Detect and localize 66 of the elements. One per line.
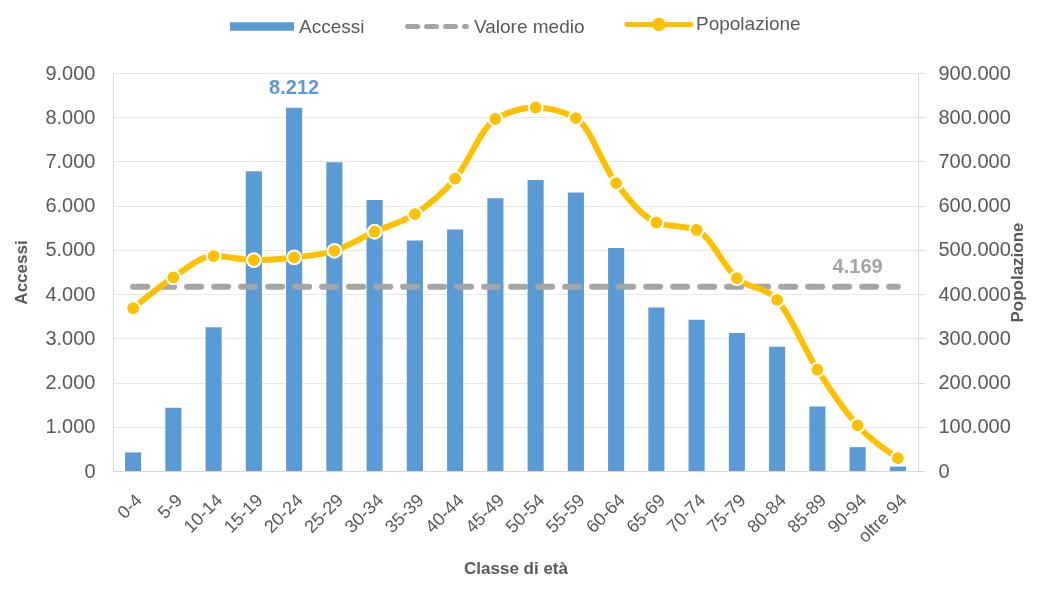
bar	[125, 452, 142, 471]
y-tick-label: 7.000	[45, 149, 96, 172]
y2-tick-label: 300.000	[938, 326, 1011, 349]
point	[809, 361, 826, 378]
y-tick-label: 4.000	[45, 282, 96, 305]
point	[406, 206, 423, 222]
point	[728, 270, 745, 287]
y-tick-label: 9.000	[45, 61, 96, 84]
point	[165, 269, 182, 286]
bar	[688, 319, 705, 471]
legend-label: Popolazione	[696, 13, 801, 35]
y2-tick-label: 900.000	[938, 61, 1011, 84]
y-axis-title: Accessi	[12, 240, 32, 305]
bar	[648, 307, 665, 471]
x-axis-title: Classe di età	[464, 558, 569, 578]
bar	[165, 407, 182, 471]
data-label: 4.169	[832, 254, 883, 277]
bar	[245, 171, 262, 471]
point	[326, 242, 343, 259]
y2-tick-label: 700.000	[938, 149, 1011, 172]
bar	[527, 180, 544, 471]
y-tick-label: 2.000	[45, 371, 96, 394]
y-tick-label: 6.000	[45, 194, 96, 217]
bar	[809, 406, 826, 471]
point	[245, 252, 262, 268]
point	[205, 248, 222, 264]
point	[608, 175, 625, 191]
bar	[406, 240, 423, 471]
point	[648, 214, 665, 231]
bar	[205, 327, 222, 471]
bar	[366, 199, 383, 471]
point	[286, 249, 303, 266]
y-tick-label: 5.000	[45, 238, 96, 261]
y2-tick-label: 100.000	[938, 415, 1011, 438]
point	[688, 222, 705, 238]
legend-label: Valore medio	[474, 15, 585, 37]
y2-tick-label: 500.000	[938, 238, 1011, 261]
bar	[728, 333, 745, 471]
y-tick-label: 0	[84, 459, 96, 482]
x-tick-label: 0-4	[113, 490, 146, 523]
data-label: 8.212	[269, 75, 320, 98]
bar	[608, 248, 625, 471]
bar	[849, 447, 866, 471]
y2-tick-label: 0	[938, 459, 950, 482]
bar	[447, 229, 464, 471]
y-tick-label: 3.000	[45, 326, 96, 349]
y2-tick-label: 600.000	[938, 194, 1011, 217]
y2-tick-label: 200.000	[938, 371, 1011, 394]
point	[849, 417, 866, 434]
point	[447, 170, 464, 187]
point	[527, 99, 544, 116]
bar	[769, 346, 786, 471]
bar	[889, 466, 906, 471]
point	[366, 223, 383, 240]
y2-tick-label: 800.000	[938, 105, 1011, 128]
y-tick-label: 1.000	[45, 415, 96, 438]
point	[487, 111, 504, 127]
bar	[326, 162, 343, 471]
point	[567, 110, 584, 126]
point	[125, 300, 142, 317]
legend-label: Accessi	[299, 15, 365, 37]
bar	[286, 107, 303, 471]
point	[769, 291, 786, 308]
y-tick-label: 8.000	[45, 105, 96, 128]
bar	[567, 192, 584, 471]
bar	[487, 198, 504, 471]
